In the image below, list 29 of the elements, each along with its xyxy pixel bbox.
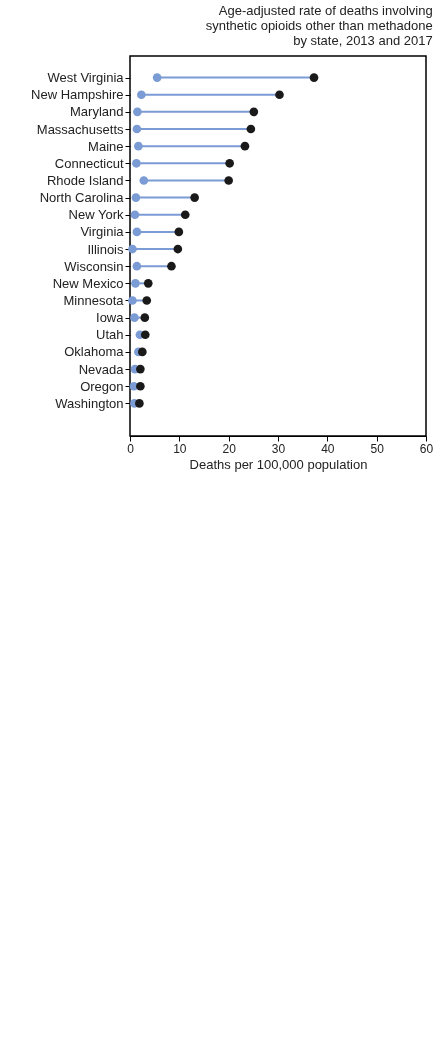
x-tick-label: 0	[127, 441, 135, 456]
y-tick-label: Nevada	[78, 361, 125, 377]
y-tick-label: Iowa	[96, 310, 125, 326]
x-tick-label: 20	[222, 441, 237, 456]
y-tick-label: Oklahoma	[64, 344, 125, 360]
y-tick-label: New Hampshire	[31, 87, 124, 103]
chart-title: Age-adjusted rate of deaths involving synthetic opioids other than methadone by state, 2013 and 2017	[205, 3, 433, 48]
y-tick-label: Virginia	[80, 224, 125, 240]
x-tick-label: 10	[173, 441, 187, 456]
y-tick-label: New Mexico	[52, 275, 124, 291]
x-axis-title: Deaths per 100,000 population	[189, 456, 368, 472]
x-tick-label: 60	[419, 441, 434, 456]
x-tick-label: 40	[321, 441, 335, 456]
y-tick-label: Minnesota	[63, 292, 125, 308]
y-tick-label: Rhode Island	[46, 172, 124, 188]
y-tick-label: Massachusetts	[36, 121, 124, 137]
y-tick-label: Illinois	[87, 241, 124, 257]
y-tick-label: Maine	[88, 138, 124, 154]
x-tick-label: 30	[271, 441, 286, 456]
y-tick-label: Washington	[55, 395, 124, 411]
y-tick-label: Maryland	[70, 104, 124, 120]
y-tick-label: North Carolina	[39, 190, 125, 206]
x-tick-label: 50	[370, 441, 385, 456]
y-tick-label: Wisconsin	[64, 258, 124, 274]
y-tick-label: Connecticut	[54, 155, 124, 171]
y-tick-label: West Virginia	[47, 70, 125, 86]
y-tick-label: New York	[68, 207, 124, 223]
y-tick-label: Oregon	[80, 378, 124, 394]
y-tick-label: Utah	[96, 327, 124, 343]
